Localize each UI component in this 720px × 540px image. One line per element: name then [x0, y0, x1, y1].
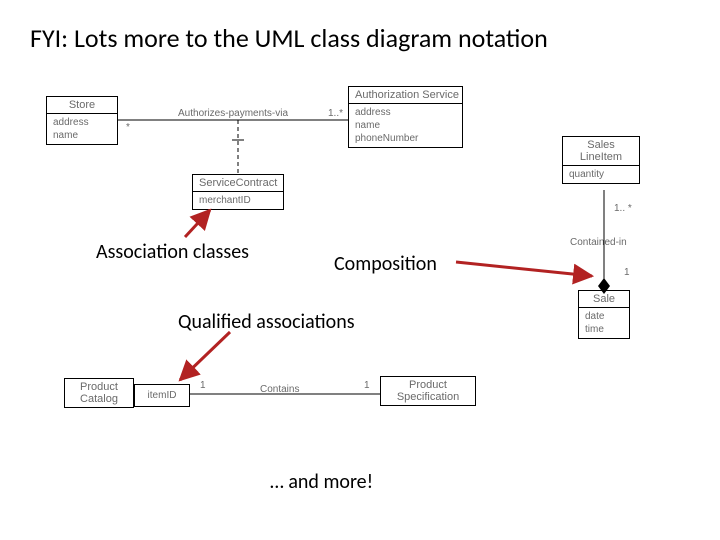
footer-text: … and more! [270, 470, 373, 494]
class-svc-attrs: merchantID [193, 192, 283, 209]
label-contained-in: Contained-in [570, 237, 627, 248]
mult-one-sale: 1 [624, 267, 630, 278]
qualifier-itemid: itemID [134, 384, 190, 407]
class-saleslineitem: Sales LineItem quantity [562, 136, 640, 184]
mult-onestar: 1..* [328, 108, 343, 119]
label-contains: Contains [260, 384, 299, 395]
class-pcat-name: Product Catalog [65, 379, 133, 407]
class-auth-attrs: address name phoneNumber [349, 104, 462, 147]
class-productcatalog: Product Catalog [64, 378, 134, 408]
class-auth-name: Authorization Service [349, 87, 462, 104]
class-productspec: Product Specification [380, 376, 476, 406]
class-sli-attrs: quantity [563, 166, 639, 183]
qualifier-itemid-text: itemID [135, 385, 189, 406]
class-store-name: Store [47, 97, 117, 114]
class-sale-name: Sale [579, 291, 629, 308]
class-authservice: Authorization Service address name phone… [348, 86, 463, 148]
mult-onedotstar: 1.. * [614, 203, 632, 214]
class-store: Store address name [46, 96, 118, 145]
mult-star: * [126, 122, 130, 133]
mult-one-left: 1 [200, 380, 206, 391]
callout-assoc-classes: Association classes [96, 240, 249, 264]
class-store-attrs: address name [47, 114, 117, 144]
class-pspec-name: Product Specification [381, 377, 475, 405]
class-svc-name: ServiceContract [193, 175, 283, 192]
class-sale: Sale date time [578, 290, 630, 339]
label-apv: Authorizes-payments-via [178, 108, 288, 119]
class-servicecontract: ServiceContract merchantID [192, 174, 284, 210]
callout-composition: Composition [334, 252, 437, 276]
callout-qualified: Qualified associations [178, 310, 355, 334]
page-title: FYI: Lots more to the UML class diagram … [30, 22, 548, 54]
class-sale-attrs: date time [579, 308, 629, 338]
class-sli-name: Sales LineItem [563, 137, 639, 166]
mult-one-right: 1 [364, 380, 370, 391]
